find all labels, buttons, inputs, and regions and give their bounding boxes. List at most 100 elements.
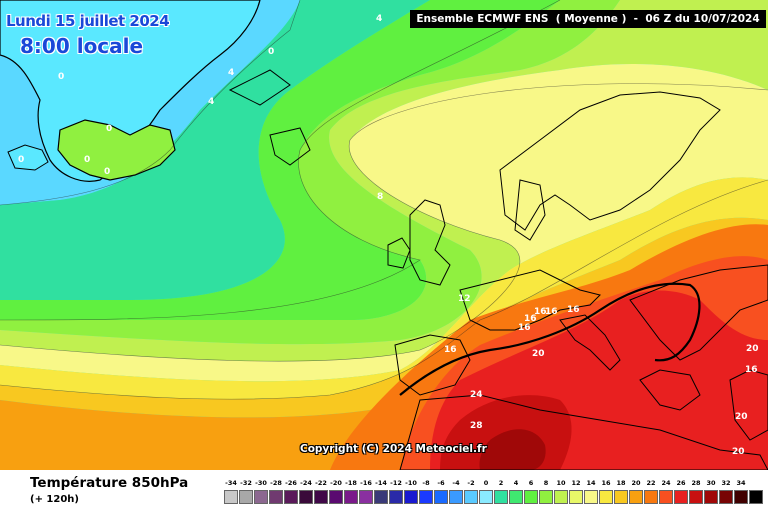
legend-tick-label: -34 [225, 479, 237, 487]
legend-tick-label: 18 [616, 479, 626, 487]
legend-swatch [269, 490, 283, 504]
legend-tick-label: -4 [452, 479, 460, 487]
legend-swatch [509, 490, 523, 504]
legend-swatch [659, 490, 673, 504]
isotherm-label: 28 [470, 421, 483, 431]
legend-swatch [284, 490, 298, 504]
legend-swatch [494, 490, 508, 504]
temperature-map: 4 0 0 4 4 0 0 0 0 8 12 16 16 16 16 16 16… [0, 0, 768, 470]
isotherm-20-bold [399, 282, 701, 396]
legend-swatch [449, 490, 463, 504]
isotherm-label: 16 [444, 345, 457, 355]
legend-tick-label: -30 [255, 479, 267, 487]
isotherm-label: 16 [534, 307, 547, 317]
legend-swatch [689, 490, 703, 504]
legend-swatch [404, 490, 418, 504]
legend-swatch [314, 490, 328, 504]
legend-footer: Température 850hPa (+ 120h) -34 -32 -30 -28… [0, 470, 768, 512]
legend-tick-label: 26 [676, 479, 686, 487]
legend-swatch [704, 490, 718, 504]
isotherm-label: 0 [84, 155, 90, 165]
legend-tick-label: 12 [571, 479, 581, 487]
legend-tick-label: -12 [390, 479, 402, 487]
legend-tick-label: -2 [467, 479, 475, 487]
legend-swatch [344, 490, 358, 504]
legend-swatch [569, 490, 583, 504]
copyright-notice: Copyright (C) 2024 Meteociel.fr [300, 443, 487, 455]
isotherm-label: 0 [268, 47, 274, 57]
legend-swatch [524, 490, 538, 504]
isotherm-label: 16 [745, 365, 758, 375]
legend-swatch [629, 490, 643, 504]
legend-tick-label: -6 [437, 479, 445, 487]
legend-tick-label: -32 [240, 479, 252, 487]
legend-swatch [584, 490, 598, 504]
legend-tick-label: 6 [528, 479, 534, 487]
legend-tick-label: -16 [360, 479, 372, 487]
legend-swatch [749, 490, 763, 504]
legend-swatch [254, 490, 268, 504]
lead-time-label: (+ 120h) [30, 494, 79, 505]
isotherm-label: 0 [104, 167, 110, 177]
isotherm-label: 0 [58, 72, 64, 82]
band-light-green [0, 0, 620, 345]
band-yellow-green [0, 0, 768, 362]
legend-tick-label: -18 [345, 479, 357, 487]
legend-tick-label: 10 [556, 479, 566, 487]
band-teal [0, 0, 430, 300]
legend-swatch [479, 490, 493, 504]
legend-swatch [329, 490, 343, 504]
band-green [0, 0, 560, 320]
legend-tick-label: 22 [646, 479, 656, 487]
isotherm-label: 20 [732, 447, 745, 457]
isotherm-labels: 4 0 0 4 4 0 0 0 0 8 12 16 16 16 16 16 16… [18, 14, 759, 457]
color-scale-legend: -34 -32 -30 -28 -26 -24 -22 -20 -18 -16 -14 -12 -10-… [222, 479, 763, 509]
legend-swatch [434, 490, 448, 504]
isotherm-label: 16 [524, 314, 537, 324]
isotherm-label: 8 [377, 192, 383, 202]
iceland [57, 119, 176, 181]
isotherm-label: 4 [376, 14, 382, 24]
legend-swatch [239, 490, 253, 504]
isotherm-label: 16 [518, 323, 531, 333]
band-darkest-red [479, 429, 546, 470]
legend-swatch [614, 490, 628, 504]
isotherm-label: 24 [470, 390, 483, 400]
legend-swatch [359, 490, 373, 504]
legend-tick-label: 14 [586, 479, 596, 487]
legend-tick-label: 8 [543, 479, 549, 487]
isotherm-label: 16 [567, 305, 580, 315]
band-gold [0, 177, 768, 400]
legend-tick-label: 4 [513, 479, 519, 487]
forecast-local-time: 8:00 locale [20, 34, 144, 58]
legend-swatch [674, 490, 688, 504]
legend-tick-label: -14 [375, 479, 387, 487]
legend-swatch [554, 490, 568, 504]
legend-tick-label: 0 [483, 479, 489, 487]
legend-tick-label: -10 [405, 479, 417, 487]
legend-tick-label: 16 [601, 479, 611, 487]
isotherm-label: 16 [545, 307, 558, 317]
isotherm-label: 20 [532, 349, 545, 359]
legend-tick-label: 34 [736, 479, 746, 487]
legend-tick-label: 30 [706, 479, 716, 487]
isotherm-contours [0, 0, 768, 400]
legend-swatch [644, 490, 658, 504]
legend-tick-label: -8 [422, 479, 430, 487]
legend-tick-label: -26 [285, 479, 297, 487]
isotherm-label: 0 [106, 124, 112, 134]
model-run-banner: Ensemble ECMWF ENS ( Moyenne ) - 06 Z du… [410, 10, 766, 28]
legend-tick-label: 28 [691, 479, 701, 487]
isotherm-label: 0 [18, 155, 24, 165]
legend-swatch [734, 490, 748, 504]
legend-swatch [299, 490, 313, 504]
small-island-west [7, 144, 49, 171]
legend-swatch [599, 490, 613, 504]
band-orange-light [0, 217, 768, 418]
isotherm-label: 20 [735, 412, 748, 422]
legend-swatch [389, 490, 403, 504]
legend-tick-label: -22 [315, 479, 327, 487]
band-yellow [0, 64, 768, 382]
legend-tick-label: -20 [330, 479, 342, 487]
